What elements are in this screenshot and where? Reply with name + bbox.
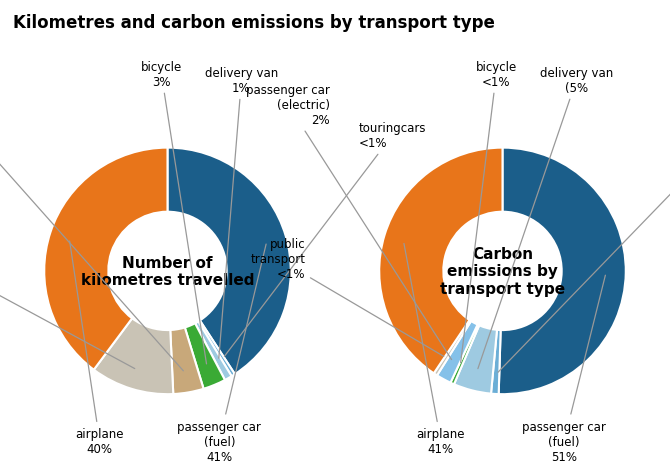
Wedge shape	[454, 326, 497, 394]
Text: public
transport
11%: public transport 11%	[0, 244, 135, 369]
Text: touringcars
<1%: touringcars <1%	[224, 122, 426, 357]
Wedge shape	[433, 320, 471, 376]
Wedge shape	[379, 149, 502, 374]
Text: passenger car
(fuel)
51%: passenger car (fuel) 51%	[522, 276, 606, 463]
Text: touringcars
1%: touringcars 1%	[498, 122, 670, 372]
Text: bicycle
<1%: bicycle <1%	[460, 60, 517, 363]
Wedge shape	[498, 149, 626, 394]
Wedge shape	[185, 324, 225, 389]
Wedge shape	[450, 325, 479, 385]
Wedge shape	[94, 318, 174, 394]
Wedge shape	[437, 321, 478, 383]
Text: bicycle
3%: bicycle 3%	[141, 60, 206, 364]
Text: Carbon
emissions by
transport type: Carbon emissions by transport type	[440, 247, 565, 296]
Wedge shape	[44, 149, 168, 370]
Text: delivery van
1%: delivery van 1%	[205, 67, 278, 358]
Text: passenger car
(fuel)
41%: passenger car (fuel) 41%	[178, 245, 266, 463]
Text: airplane
40%: airplane 40%	[70, 241, 124, 455]
Wedge shape	[168, 149, 291, 374]
Text: public
transport
<1%: public transport <1%	[251, 238, 444, 357]
Text: passenger car
(electric)
2%: passenger car (electric) 2%	[246, 84, 452, 360]
Text: passenger car
(electric)
4%: passenger car (electric) 4%	[0, 84, 184, 371]
Text: Kilometres and carbon emissions by transport type: Kilometres and carbon emissions by trans…	[13, 14, 495, 32]
Text: delivery van
(5%: delivery van (5%	[478, 67, 613, 369]
Wedge shape	[198, 321, 235, 377]
Wedge shape	[170, 328, 204, 394]
Text: Number of
kilometres travelled: Number of kilometres travelled	[81, 255, 254, 288]
Wedge shape	[491, 330, 500, 394]
Wedge shape	[195, 322, 232, 380]
Text: airplane
41%: airplane 41%	[404, 244, 465, 455]
